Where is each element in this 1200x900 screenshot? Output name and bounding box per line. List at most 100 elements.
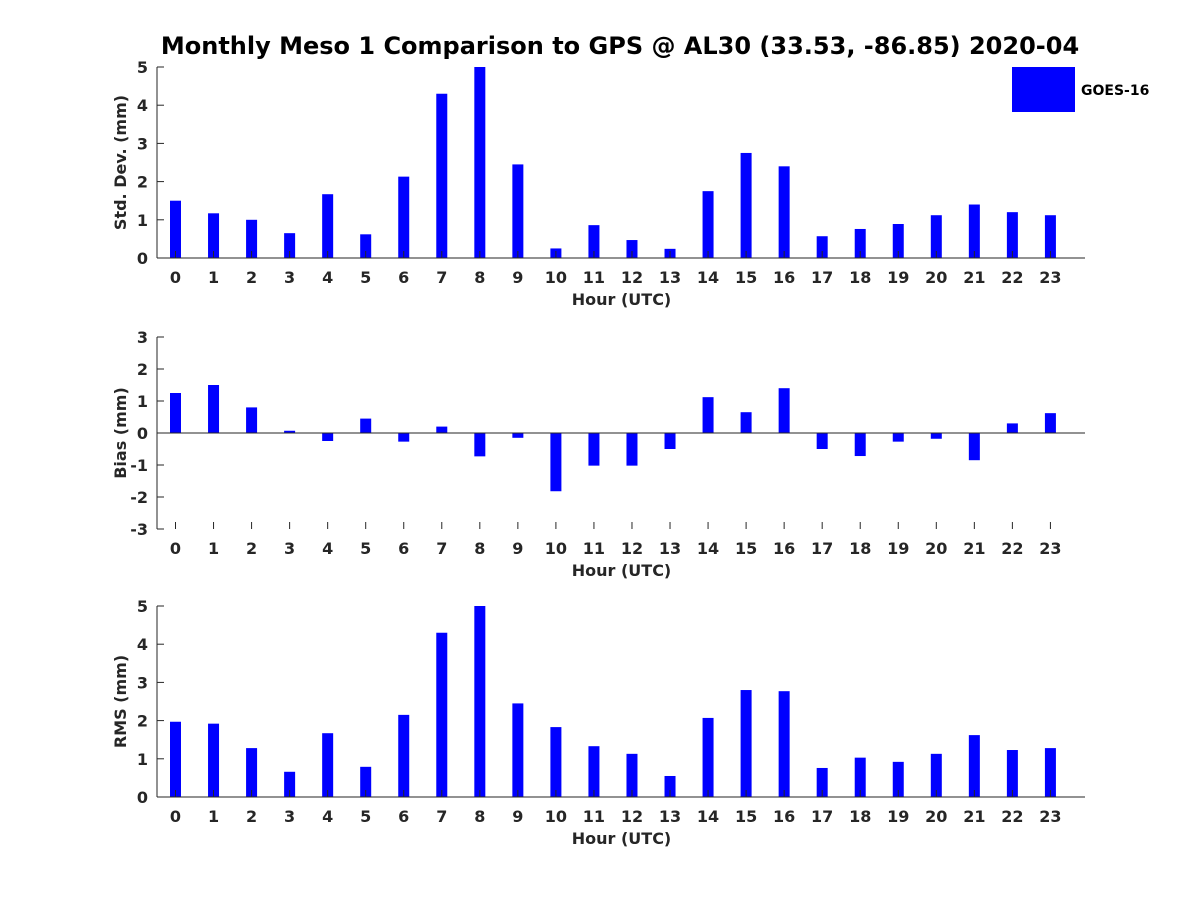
bar-stddev-hour-4 bbox=[322, 194, 334, 258]
bar-stddev-hour-11 bbox=[588, 225, 600, 258]
bar-stddev-hour-8 bbox=[474, 67, 486, 258]
x-tick-label-stddev: 3 bbox=[284, 268, 295, 287]
x-tick-label-stddev: 15 bbox=[735, 268, 757, 287]
x-tick-label-bias: 22 bbox=[1001, 539, 1023, 558]
legend-label: GOES-16 bbox=[1081, 83, 1149, 99]
x-tick-label-stddev: 6 bbox=[398, 268, 409, 287]
bar-stddev-hour-6 bbox=[398, 176, 410, 258]
bar-bias-hour-13 bbox=[664, 433, 676, 449]
bar-rms-hour-18 bbox=[854, 757, 866, 797]
x-tick-label-bias: 10 bbox=[545, 539, 567, 558]
y-tick-label-rms: 0 bbox=[137, 788, 148, 807]
bar-rms-hour-5 bbox=[360, 766, 372, 797]
bar-rms-hour-23 bbox=[1044, 748, 1056, 797]
bar-stddev-hour-22 bbox=[1006, 212, 1018, 258]
x-tick-label-stddev: 18 bbox=[849, 268, 871, 287]
y-tick-label-rms: 1 bbox=[137, 750, 148, 769]
x-tick-label-stddev: 13 bbox=[659, 268, 681, 287]
bar-bias-hour-23 bbox=[1044, 413, 1056, 433]
x-tick-label-bias: 13 bbox=[659, 539, 681, 558]
x-tick-label-bias: 5 bbox=[360, 539, 371, 558]
x-tick-label-stddev: 22 bbox=[1001, 268, 1023, 287]
bar-rms-hour-12 bbox=[626, 753, 638, 797]
bar-rms-hour-8 bbox=[474, 606, 486, 797]
legend: GOES-16 bbox=[1012, 67, 1149, 112]
x-tick-label-rms: 16 bbox=[773, 807, 795, 826]
x-tick-label-rms: 5 bbox=[360, 807, 371, 826]
x-tick-label-stddev: 0 bbox=[170, 268, 181, 287]
x-tick-label-bias: 17 bbox=[811, 539, 833, 558]
x-tick-label-bias: 15 bbox=[735, 539, 757, 558]
bar-rms-hour-0 bbox=[170, 721, 181, 797]
bar-rms-hour-7 bbox=[436, 632, 448, 797]
x-tick-label-stddev: 7 bbox=[436, 268, 447, 287]
y-axis-label-stddev: Std. Dev. (mm) bbox=[111, 95, 130, 230]
bar-bias-hour-3 bbox=[284, 430, 296, 433]
x-tick-label-rms: 18 bbox=[849, 807, 871, 826]
y-tick-label-bias: -2 bbox=[130, 488, 148, 507]
y-tick-label-stddev: 3 bbox=[137, 134, 148, 153]
y-tick-label-stddev: 5 bbox=[137, 58, 148, 77]
bar-bias-hour-4 bbox=[322, 433, 334, 441]
legend-swatch bbox=[1012, 67, 1075, 112]
bar-stddev-hour-9 bbox=[512, 164, 524, 258]
x-tick-label-rms: 13 bbox=[659, 807, 681, 826]
x-tick-label-stddev: 5 bbox=[360, 268, 371, 287]
bar-stddev-hour-18 bbox=[854, 228, 866, 258]
x-tick-label-rms: 12 bbox=[621, 807, 643, 826]
x-tick-label-rms: 19 bbox=[887, 807, 909, 826]
y-tick-label-bias: -3 bbox=[130, 520, 148, 539]
y-tick-label-bias: -1 bbox=[130, 456, 148, 475]
x-tick-label-stddev: 21 bbox=[963, 268, 985, 287]
figure-title: Monthly Meso 1 Comparison to GPS @ AL30 … bbox=[161, 32, 1079, 60]
bar-stddev-hour-5 bbox=[360, 234, 372, 258]
x-tick-label-rms: 3 bbox=[284, 807, 295, 826]
bar-stddev-hour-17 bbox=[816, 236, 828, 258]
x-tick-label-bias: 3 bbox=[284, 539, 295, 558]
bar-rms-hour-2 bbox=[246, 748, 258, 797]
y-tick-label-rms: 4 bbox=[137, 635, 148, 654]
x-tick-label-bias: 23 bbox=[1039, 539, 1061, 558]
bar-rms-hour-11 bbox=[588, 746, 600, 797]
x-tick-label-rms: 8 bbox=[474, 807, 485, 826]
x-tick-label-bias: 7 bbox=[436, 539, 447, 558]
x-tick-label-bias: 4 bbox=[322, 539, 333, 558]
bar-stddev-hour-16 bbox=[778, 166, 790, 258]
y-tick-label-rms: 2 bbox=[137, 712, 148, 731]
bar-rms-hour-6 bbox=[398, 714, 410, 797]
x-tick-label-stddev: 19 bbox=[887, 268, 909, 287]
x-tick-label-stddev: 2 bbox=[246, 268, 257, 287]
x-tick-label-rms: 2 bbox=[246, 807, 257, 826]
x-tick-label-rms: 11 bbox=[583, 807, 605, 826]
x-tick-label-bias: 0 bbox=[170, 539, 181, 558]
bar-bias-hour-20 bbox=[930, 433, 942, 439]
x-tick-label-rms: 4 bbox=[322, 807, 333, 826]
bar-stddev-hour-20 bbox=[930, 215, 942, 258]
bar-bias-hour-6 bbox=[398, 433, 410, 442]
bar-bias-hour-11 bbox=[588, 433, 600, 466]
x-tick-label-stddev: 12 bbox=[621, 268, 643, 287]
bar-rms-hour-13 bbox=[664, 775, 676, 797]
bar-rms-hour-1 bbox=[208, 723, 220, 797]
bar-rms-hour-21 bbox=[968, 735, 980, 797]
bar-bias-hour-14 bbox=[702, 397, 714, 433]
y-tick-label-stddev: 1 bbox=[137, 211, 148, 230]
x-tick-label-bias: 6 bbox=[398, 539, 409, 558]
x-tick-label-rms: 7 bbox=[436, 807, 447, 826]
x-tick-label-bias: 19 bbox=[887, 539, 909, 558]
x-tick-label-stddev: 17 bbox=[811, 268, 833, 287]
x-tick-label-rms: 20 bbox=[925, 807, 947, 826]
bar-stddev-hour-7 bbox=[436, 93, 448, 259]
y-tick-label-rms: 5 bbox=[137, 597, 148, 616]
x-tick-label-stddev: 23 bbox=[1039, 268, 1061, 287]
bar-bias-hour-5 bbox=[360, 418, 372, 433]
x-tick-label-rms: 10 bbox=[545, 807, 567, 826]
bar-rms-hour-16 bbox=[778, 691, 790, 797]
x-tick-label-rms: 9 bbox=[512, 807, 523, 826]
bar-bias-hour-0 bbox=[170, 393, 181, 433]
bar-rms-hour-22 bbox=[1006, 750, 1018, 797]
bar-bias-hour-16 bbox=[778, 388, 790, 433]
bar-bias-hour-22 bbox=[1006, 423, 1018, 433]
